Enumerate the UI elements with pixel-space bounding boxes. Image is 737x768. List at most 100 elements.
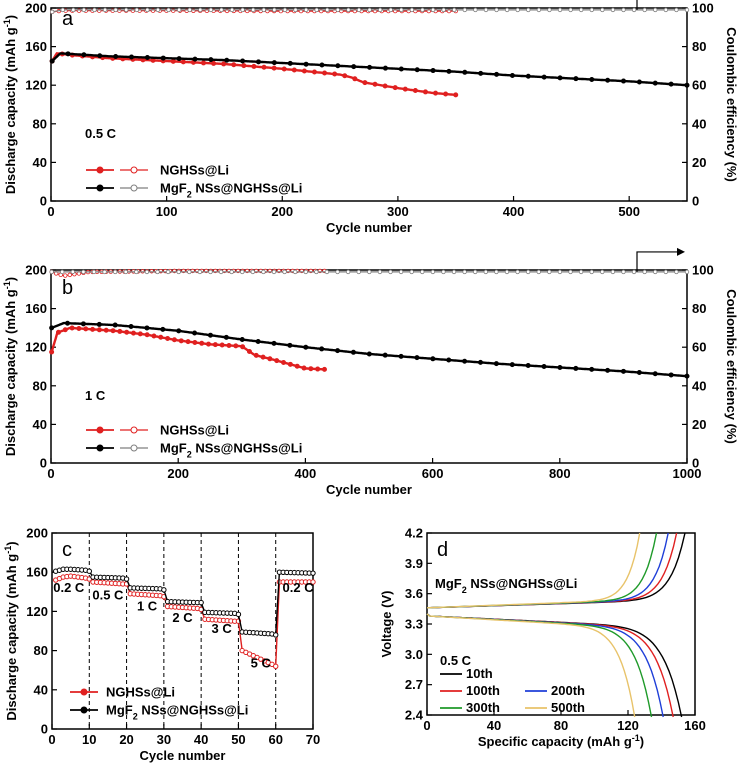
x-tick-label: 400 [295, 466, 317, 481]
series-mgf2-nss-nghss-li-left-marker [605, 367, 611, 373]
y-tick-label: 3.6 [405, 586, 423, 601]
series-nghss-li-left-marker [165, 336, 171, 342]
y-tick-label: 40 [34, 682, 48, 697]
series-mgf2-nss-nghss-li-marker [198, 599, 204, 606]
series-mgf2-nss-nghss-li-right-marker [473, 269, 478, 275]
series-mgf2-nss-nghss-li-left-marker [176, 56, 182, 62]
series-mgf2-nss-nghss-li-left-marker [65, 51, 71, 57]
series-mgf2-nss-nghss-li-left-marker [287, 342, 293, 348]
series-nghss-li-left-marker [170, 58, 176, 64]
y-tick-label: 3.9 [405, 556, 423, 571]
x-tick-label: 300 [387, 204, 409, 219]
series-nghss-li-left-marker [199, 340, 205, 346]
y2-axis-label: Coulombic efficiency (%) [724, 289, 737, 444]
series-nghss-li-left-marker [294, 363, 300, 369]
series-mgf2-nss-nghss-li-right-marker [504, 269, 510, 275]
series-mgf2-nss-nghss-li-right-marker [303, 269, 308, 275]
series-mgf2-nss-nghss-li-right-marker [377, 7, 383, 13]
x-tick-label: 160 [684, 718, 706, 733]
panel-letter-a: a [62, 8, 74, 30]
series-mgf2-nss-nghss-li-right-marker [621, 7, 626, 13]
series-mgf2-nss-nghss-li-right-marker [631, 7, 637, 13]
x-axis-label: Cycle number [326, 220, 412, 235]
series-nghss-li-left-marker [372, 81, 378, 87]
series-mgf2-nss-nghss-li-left-marker [525, 73, 531, 79]
legend-label: MgF2 NSs@NGHSs@Li [106, 703, 248, 722]
legend-label: NGHSs@Li [106, 685, 175, 700]
series-mgf2-nss-nghss-li-right-marker [642, 7, 647, 13]
series-mgf2-nss-nghss-li-right-marker [430, 269, 436, 275]
y-tick-label: 80 [33, 378, 47, 393]
series-mgf2-nss-nghss-li-right-marker [240, 269, 245, 275]
series-mgf2-nss-nghss-li-right-marker [409, 269, 414, 275]
series-nghss-li-left-marker [62, 327, 68, 333]
series-mgf2-nss-nghss-li-left-marker [652, 80, 658, 86]
series-mgf2-nss-nghss-li-left-marker [144, 325, 150, 331]
series-nghss-li-left-marker [110, 328, 116, 334]
series-mgf2-nss-nghss-li-left-marker [303, 61, 309, 67]
series-nghss-li-left-marker [192, 339, 198, 345]
series-mgf2-nss-nghss-li-left-marker [192, 330, 198, 336]
series-mgf2-nss-nghss-li-right-marker [589, 269, 594, 275]
series-mgf2-nss-nghss-li-left-marker [65, 320, 71, 326]
series-mgf2-nss-nghss-li-left-marker [525, 363, 531, 369]
series-mgf2-nss-nghss-li-right-marker [578, 7, 584, 13]
x-tick-label: 120 [617, 718, 639, 733]
series-mgf2-nss-nghss-li-left-marker [494, 71, 500, 77]
series-nghss-li-left-marker [226, 342, 232, 348]
legend-label: MgF2 NSs@NGHSs@Li [160, 181, 302, 200]
series-mgf2-nss-nghss-li-left-marker [160, 55, 166, 61]
series-mgf2-nss-nghss-li-right-marker [504, 7, 510, 13]
series-mgf2-nss-nghss-li-right-marker [515, 7, 520, 13]
y-axis-label: Voltage (V) [379, 591, 394, 658]
series-mgf2-nss-nghss-li-left-marker [541, 74, 547, 80]
series-mgf2-nss-nghss-li-left-marker [398, 353, 404, 359]
series-mgf2-nss-nghss-li-right-marker [218, 269, 224, 275]
x-axis-label: Cycle number [326, 482, 412, 497]
series-mgf2-nss-nghss-li-right-marker [271, 269, 277, 275]
y2-tick-label: 60 [692, 78, 706, 93]
series-mgf2-nss-nghss-li-right-marker [49, 269, 54, 275]
series-mgf2-nss-nghss-li-left-marker [96, 321, 102, 327]
y2-tick-label: 0 [692, 456, 699, 471]
series-nghss-li-left-marker [281, 359, 287, 365]
legend-label: 10th [466, 666, 493, 681]
series-mgf2-nss-nghss-li-left-marker [462, 69, 468, 75]
series-mgf2-nss-nghss-li-left-marker [255, 59, 261, 65]
x-tick-label: 50 [231, 732, 245, 747]
series-mgf2-nss-nghss-li-right-marker [462, 269, 467, 275]
series-mgf2-nss-nghss-li-right-marker [92, 7, 97, 13]
series-nghss-li-marker [273, 663, 279, 669]
series-mgf2-nss-nghss-li-right-marker [398, 269, 404, 275]
series-mgf2-nss-nghss-li-left-marker [668, 81, 674, 87]
y-tick-label: 160 [25, 301, 47, 316]
y-tick-label: 2.7 [405, 677, 423, 692]
series-mgf2-nss-nghss-li-left-marker [80, 321, 86, 327]
y-tick-label: 40 [33, 417, 47, 432]
series-nghss-li-left-marker [96, 327, 102, 333]
ce-arrow-line [636, 251, 681, 272]
series-mgf2-nss-nghss-li-right-marker [197, 269, 203, 275]
series-mgf2-nss-nghss-li-left-marker [430, 68, 436, 74]
series-nghss-li-marker [310, 579, 316, 585]
series-nghss-li-left-marker [352, 76, 358, 82]
x-tick-label: 0 [47, 204, 54, 219]
y-tick-label: 80 [33, 116, 47, 131]
y-tick-label: 200 [26, 526, 48, 541]
x-tick-label: 70 [306, 732, 320, 747]
rate-label: 3 C [212, 621, 233, 636]
series-nghss-li-left-marker [362, 80, 368, 86]
series-mgf2-nss-nghss-li-left-marker [271, 340, 277, 346]
series-nghss-li-left-marker [124, 329, 130, 335]
x-tick-label: 0 [423, 718, 430, 733]
series-mgf2-nss-nghss-li-right-marker [684, 7, 690, 13]
series-mgf2-nss-nghss-li-right-marker [325, 7, 330, 13]
sample-label: MgF2 NSs@NGHSs@Li [435, 576, 577, 595]
rate-label: 0.5 C [85, 126, 117, 141]
series-nghss-li-left-marker [301, 68, 307, 74]
series-mgf2-nss-nghss-li-right-marker [536, 7, 542, 13]
y-tick-label: 120 [26, 604, 48, 619]
x-tick-label: 30 [157, 732, 171, 747]
series-nghss-li-left-marker [402, 86, 408, 92]
series-mgf2-nss-nghss-li-right-marker [250, 7, 256, 13]
